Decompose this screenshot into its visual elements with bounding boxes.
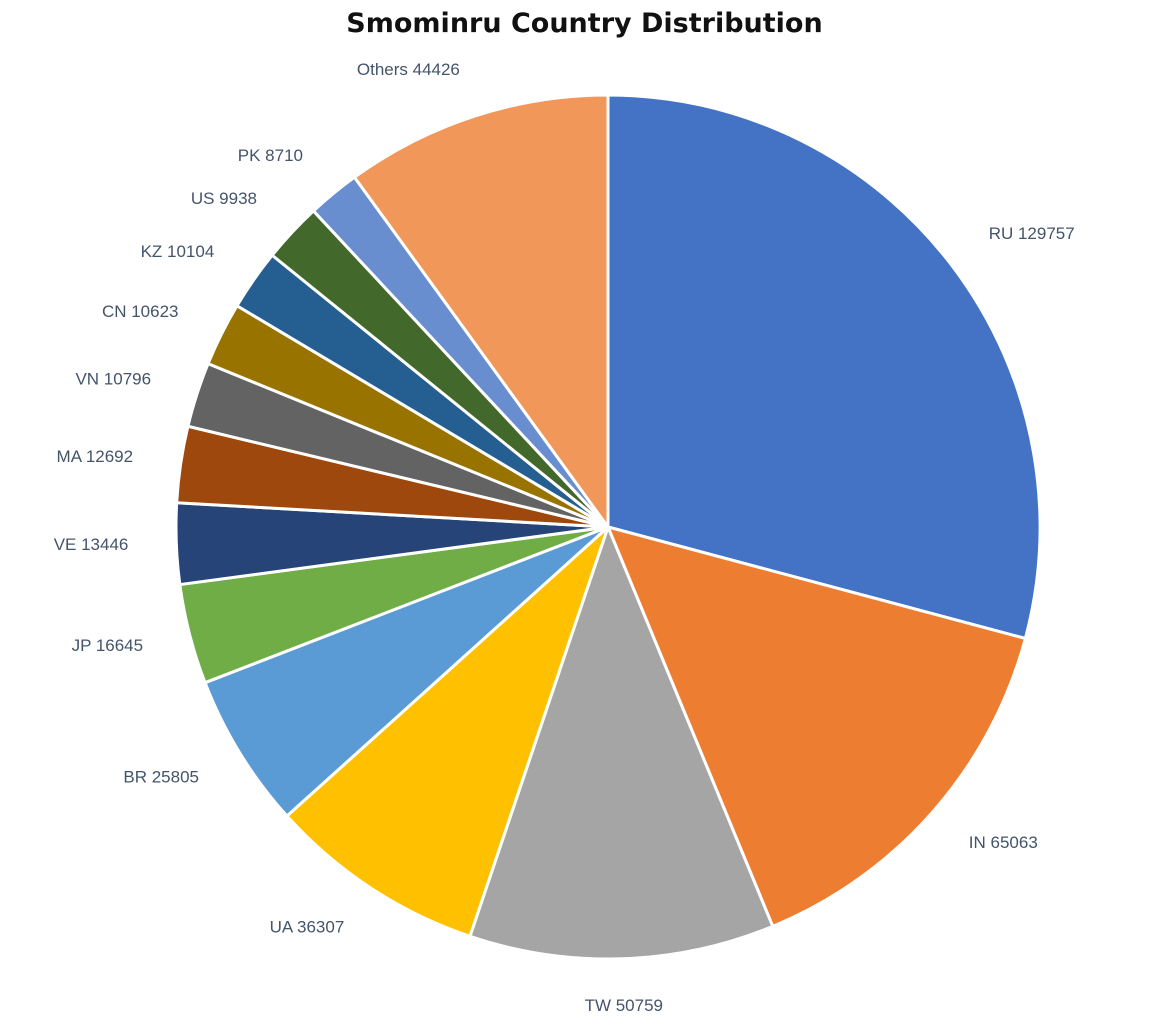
data-label-vn: VN 10796	[75, 369, 151, 388]
pie-slice-others	[352, 93, 610, 529]
data-label-ma: MA 12692	[57, 447, 134, 466]
data-label-jp: JP 16645	[72, 636, 144, 655]
data-label-cn: CN 10623	[102, 302, 179, 321]
data-label-kz: KZ 10104	[141, 242, 215, 261]
data-label-ru: RU 129757	[989, 224, 1075, 243]
pie-slices	[174, 93, 1042, 961]
data-label-ua: UA 36307	[270, 918, 345, 937]
data-label-ve: VE 13446	[54, 535, 129, 554]
data-label-pk: PK 8710	[238, 146, 303, 165]
pie-slice-tw	[468, 525, 775, 961]
pie-slice-ua	[285, 525, 610, 938]
pie-slice-in	[606, 525, 1027, 928]
pie-data-labels: RU 129757 IN 65063 TW 50759 UA 36307 BR 2580…	[54, 60, 1075, 1015]
chart-title: Smominru Country Distribution	[346, 8, 823, 39]
data-label-others: Others 44426	[357, 60, 460, 79]
data-label-in: IN 65063	[969, 833, 1038, 852]
data-label-tw: TW 50759	[585, 996, 663, 1015]
data-label-us: US 9938	[191, 189, 257, 208]
pie-slice-br	[203, 525, 610, 818]
data-label-br: BR 25805	[123, 768, 199, 787]
pie-slice-ru	[606, 93, 1042, 640]
